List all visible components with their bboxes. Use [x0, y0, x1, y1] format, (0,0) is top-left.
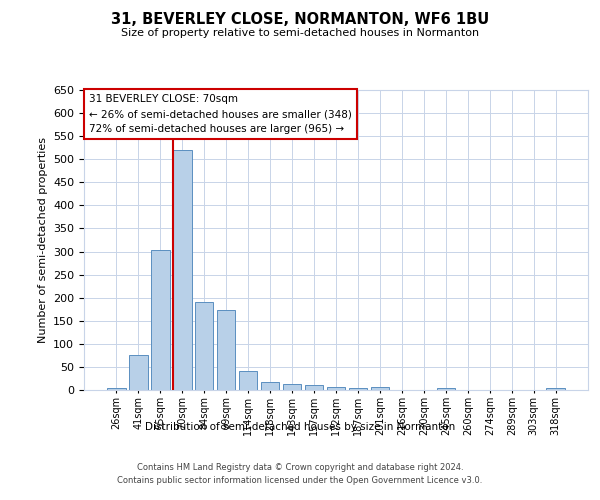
- Bar: [326, 387, 346, 390]
- Text: Size of property relative to semi-detached houses in Normanton: Size of property relative to semi-detach…: [121, 28, 479, 38]
- Bar: [173, 150, 191, 390]
- Bar: [437, 388, 455, 390]
- Bar: [349, 388, 367, 390]
- Bar: [371, 387, 389, 390]
- Text: Distribution of semi-detached houses by size in Normanton: Distribution of semi-detached houses by …: [145, 422, 455, 432]
- Bar: [151, 250, 170, 390]
- Text: 31 BEVERLEY CLOSE: 70sqm
← 26% of semi-detached houses are smaller (348)
72% of : 31 BEVERLEY CLOSE: 70sqm ← 26% of semi-d…: [89, 94, 352, 134]
- Bar: [261, 382, 280, 390]
- Bar: [547, 388, 565, 390]
- Bar: [195, 302, 214, 390]
- Y-axis label: Number of semi-detached properties: Number of semi-detached properties: [38, 137, 47, 343]
- Bar: [305, 386, 323, 390]
- Bar: [217, 310, 235, 390]
- Bar: [107, 388, 125, 390]
- Bar: [129, 356, 148, 390]
- Text: Contains HM Land Registry data © Crown copyright and database right 2024.: Contains HM Land Registry data © Crown c…: [137, 462, 463, 471]
- Text: Contains public sector information licensed under the Open Government Licence v3: Contains public sector information licen…: [118, 476, 482, 485]
- Bar: [283, 384, 301, 390]
- Bar: [239, 371, 257, 390]
- Text: 31, BEVERLEY CLOSE, NORMANTON, WF6 1BU: 31, BEVERLEY CLOSE, NORMANTON, WF6 1BU: [111, 12, 489, 28]
